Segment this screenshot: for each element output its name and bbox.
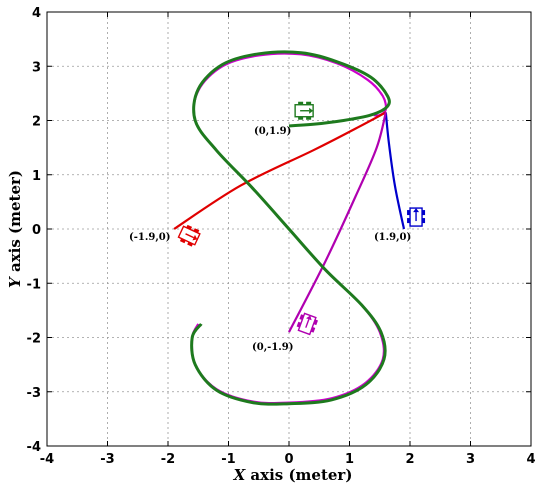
robot-heading (306, 315, 312, 321)
robot-heading (309, 107, 314, 114)
y-tick-label: -4 (27, 440, 41, 455)
x-tick-label: -4 (40, 452, 54, 467)
approach-path-line (384, 112, 406, 230)
x-tick-label: 1 (345, 452, 354, 467)
robot-heading (185, 233, 195, 239)
x-tick-label: 2 (405, 452, 414, 467)
robot-icons-group (177, 101, 426, 336)
robot-wheel (298, 101, 304, 105)
y-tick-label: 3 (32, 60, 41, 75)
y-tick-label: -2 (27, 332, 41, 347)
y-tick-label: 0 (32, 223, 41, 238)
robot-wheel (179, 238, 186, 244)
x-tick-label: 3 (466, 452, 475, 467)
x-axis-label: X axis (meter) (233, 466, 353, 484)
y-axis-label: Y axis (meter) (6, 170, 24, 288)
robot-heading (305, 318, 310, 328)
robot-wheel (296, 321, 302, 328)
x-tick-label: 4 (526, 452, 535, 467)
robot-wheel (310, 326, 316, 333)
robot-icon (294, 101, 314, 120)
point-annotation: (0,1.9) (254, 126, 291, 137)
robot-heading (413, 208, 420, 213)
robot-wheel (407, 218, 411, 224)
robot-icon (296, 312, 319, 336)
robot-wheel (186, 224, 193, 230)
robot-wheel (422, 218, 426, 224)
y-tick-label: -3 (27, 386, 41, 401)
robot-icon (407, 207, 426, 227)
robot-heading (192, 234, 198, 241)
point-annotation: (0,-1.9) (252, 342, 293, 353)
point-annotation: (1.9,0) (374, 232, 411, 243)
robot-wheel (306, 101, 312, 105)
x-tick-label: -2 (161, 452, 175, 467)
tracked-path-group (190, 50, 391, 406)
robot-wheel (299, 314, 304, 321)
approach-path-line (288, 112, 387, 333)
y-tick-label: 2 (32, 115, 41, 130)
robot-wheel (306, 116, 312, 120)
y-tick-labels: -4 -3 -2 -1 0 1 2 3 4 (27, 6, 41, 455)
robot-icon (177, 224, 201, 247)
robot-wheel (422, 210, 426, 216)
x-tick-label: -3 (100, 452, 114, 467)
x-tick-label: 0 (284, 452, 293, 467)
x-tick-label: -1 (221, 452, 235, 467)
y-tick-label: 1 (32, 169, 41, 184)
point-annotation: (-1.9,0) (129, 232, 170, 243)
robot-wheel (187, 241, 193, 247)
plot-frame (46, 11, 532, 447)
annotations-group: (0,1.9) (-1.9,0) (1.9,0) (0,-1.9) (129, 126, 411, 353)
y-tick-label: 4 (32, 6, 41, 21)
tracked-path-line (190, 50, 391, 406)
robot-wheel (193, 228, 200, 234)
x-tick-labels: -4 -3 -2 -1 0 1 2 3 4 (40, 452, 536, 467)
robot-wheel (313, 319, 319, 326)
robot-wheel (298, 116, 304, 120)
approach-paths-group (173, 111, 406, 333)
y-tick-label: -1 (27, 277, 41, 292)
approach-path-line (173, 111, 387, 230)
robot-wheel (407, 210, 411, 216)
